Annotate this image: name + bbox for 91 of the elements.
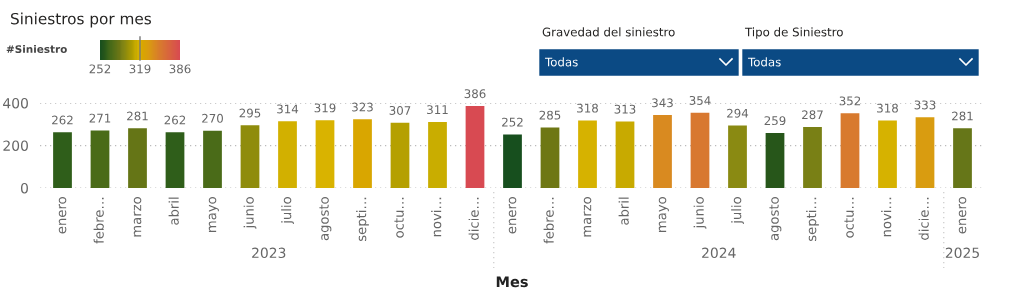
data-label: 281	[952, 111, 973, 121]
data-label: 281	[127, 111, 148, 121]
text: Tipo de Siniestro	[744, 27, 843, 39]
y-tick-label: 0	[20, 182, 28, 194]
legend-title: #Siniestro	[6, 44, 67, 54]
x-tick-label: junio	[243, 197, 257, 229]
color-bar-label: 252	[89, 64, 111, 74]
x-tick-label: octu…	[394, 197, 404, 238]
bar	[953, 128, 972, 188]
bar	[803, 127, 822, 188]
x-tick-label: agosto	[769, 197, 782, 241]
data-label: 287	[802, 110, 823, 120]
bar	[540, 127, 560, 188]
bar	[353, 119, 372, 188]
text: Todas	[544, 57, 578, 67]
x-tick-label: mayo	[208, 197, 219, 232]
data-label: 352	[839, 96, 861, 106]
bar	[90, 130, 110, 188]
bar	[765, 132, 785, 188]
x-tick-label: agosto	[319, 197, 332, 241]
data-label: 294	[727, 108, 749, 118]
y-tick-label: 200	[3, 140, 28, 151]
bar	[578, 120, 597, 188]
y-tick-label: 400	[3, 97, 28, 109]
data-label: 270	[202, 113, 223, 123]
x-tick-label: dicie…	[468, 197, 479, 240]
chart-title: Siniestros por mes	[11, 12, 151, 28]
data-label: 318	[877, 103, 898, 113]
data-label: 259	[764, 116, 786, 126]
x-tick-label: mayo	[658, 197, 669, 232]
data-label: 314	[277, 104, 299, 114]
x-tick-label: abril	[618, 197, 629, 225]
data-label: 318	[577, 103, 598, 113]
bar	[615, 121, 635, 188]
data-label: 319	[314, 103, 336, 113]
data-label: 271	[89, 113, 111, 123]
bar	[203, 130, 222, 188]
data-label: 262	[52, 115, 73, 125]
bar	[653, 115, 672, 188]
data-label: 285	[539, 110, 561, 120]
text: 2023	[252, 247, 286, 259]
x-tick-label: julio	[281, 197, 294, 224]
x-tick-label: marzo	[133, 197, 142, 237]
bar	[390, 122, 410, 188]
bar	[690, 112, 710, 188]
data-label: 295	[239, 108, 261, 118]
bar	[128, 128, 147, 188]
bar	[728, 125, 747, 188]
text: 2025	[945, 247, 979, 259]
text: Todas	[747, 57, 781, 67]
x-tick-label: novi…	[431, 197, 442, 237]
x-tick-label: abril	[168, 197, 179, 225]
x-tick-label: febre…	[93, 197, 104, 244]
color-bar-label: 386	[169, 64, 191, 74]
bar	[165, 132, 185, 188]
x-tick-label: dicie…	[918, 197, 929, 240]
x-tick-label: junio	[693, 197, 707, 229]
bar	[278, 121, 297, 188]
bar	[428, 121, 447, 188]
bar	[53, 132, 72, 188]
data-label: 307	[389, 105, 411, 115]
text: 2024	[702, 247, 736, 259]
x-tick-label: septi…	[356, 197, 369, 242]
x-tick-label: febre…	[543, 197, 554, 244]
color-bar-label: 319	[129, 64, 151, 74]
data-label: 386	[464, 89, 486, 99]
bar	[840, 113, 860, 188]
bar	[915, 117, 935, 188]
data-label: 252	[502, 117, 523, 127]
x-tick-label: julio	[731, 197, 744, 224]
bar	[878, 120, 897, 188]
data-label: 354	[689, 96, 711, 105]
x-tick-label: enero	[58, 197, 67, 234]
bar	[465, 105, 485, 188]
x-tick-label: septi…	[806, 197, 819, 242]
data-label: 343	[652, 98, 673, 108]
x-tick-label: enero	[508, 197, 517, 234]
bar	[315, 120, 335, 188]
bar	[503, 134, 522, 188]
x-tick-label: enero	[958, 197, 967, 234]
x-tick-label: novi…	[881, 197, 892, 237]
data-label: 333	[914, 100, 936, 110]
text: Gravedad del siniestro	[542, 27, 675, 37]
x-axis-title: Mes	[496, 276, 528, 288]
data-label: 262	[164, 115, 186, 125]
data-label: 311	[427, 105, 448, 115]
data-label: 313	[614, 104, 636, 114]
bar	[240, 125, 260, 188]
x-tick-label: marzo	[583, 197, 592, 237]
data-label: 323	[352, 102, 373, 112]
x-tick-label: octu…	[844, 197, 854, 238]
